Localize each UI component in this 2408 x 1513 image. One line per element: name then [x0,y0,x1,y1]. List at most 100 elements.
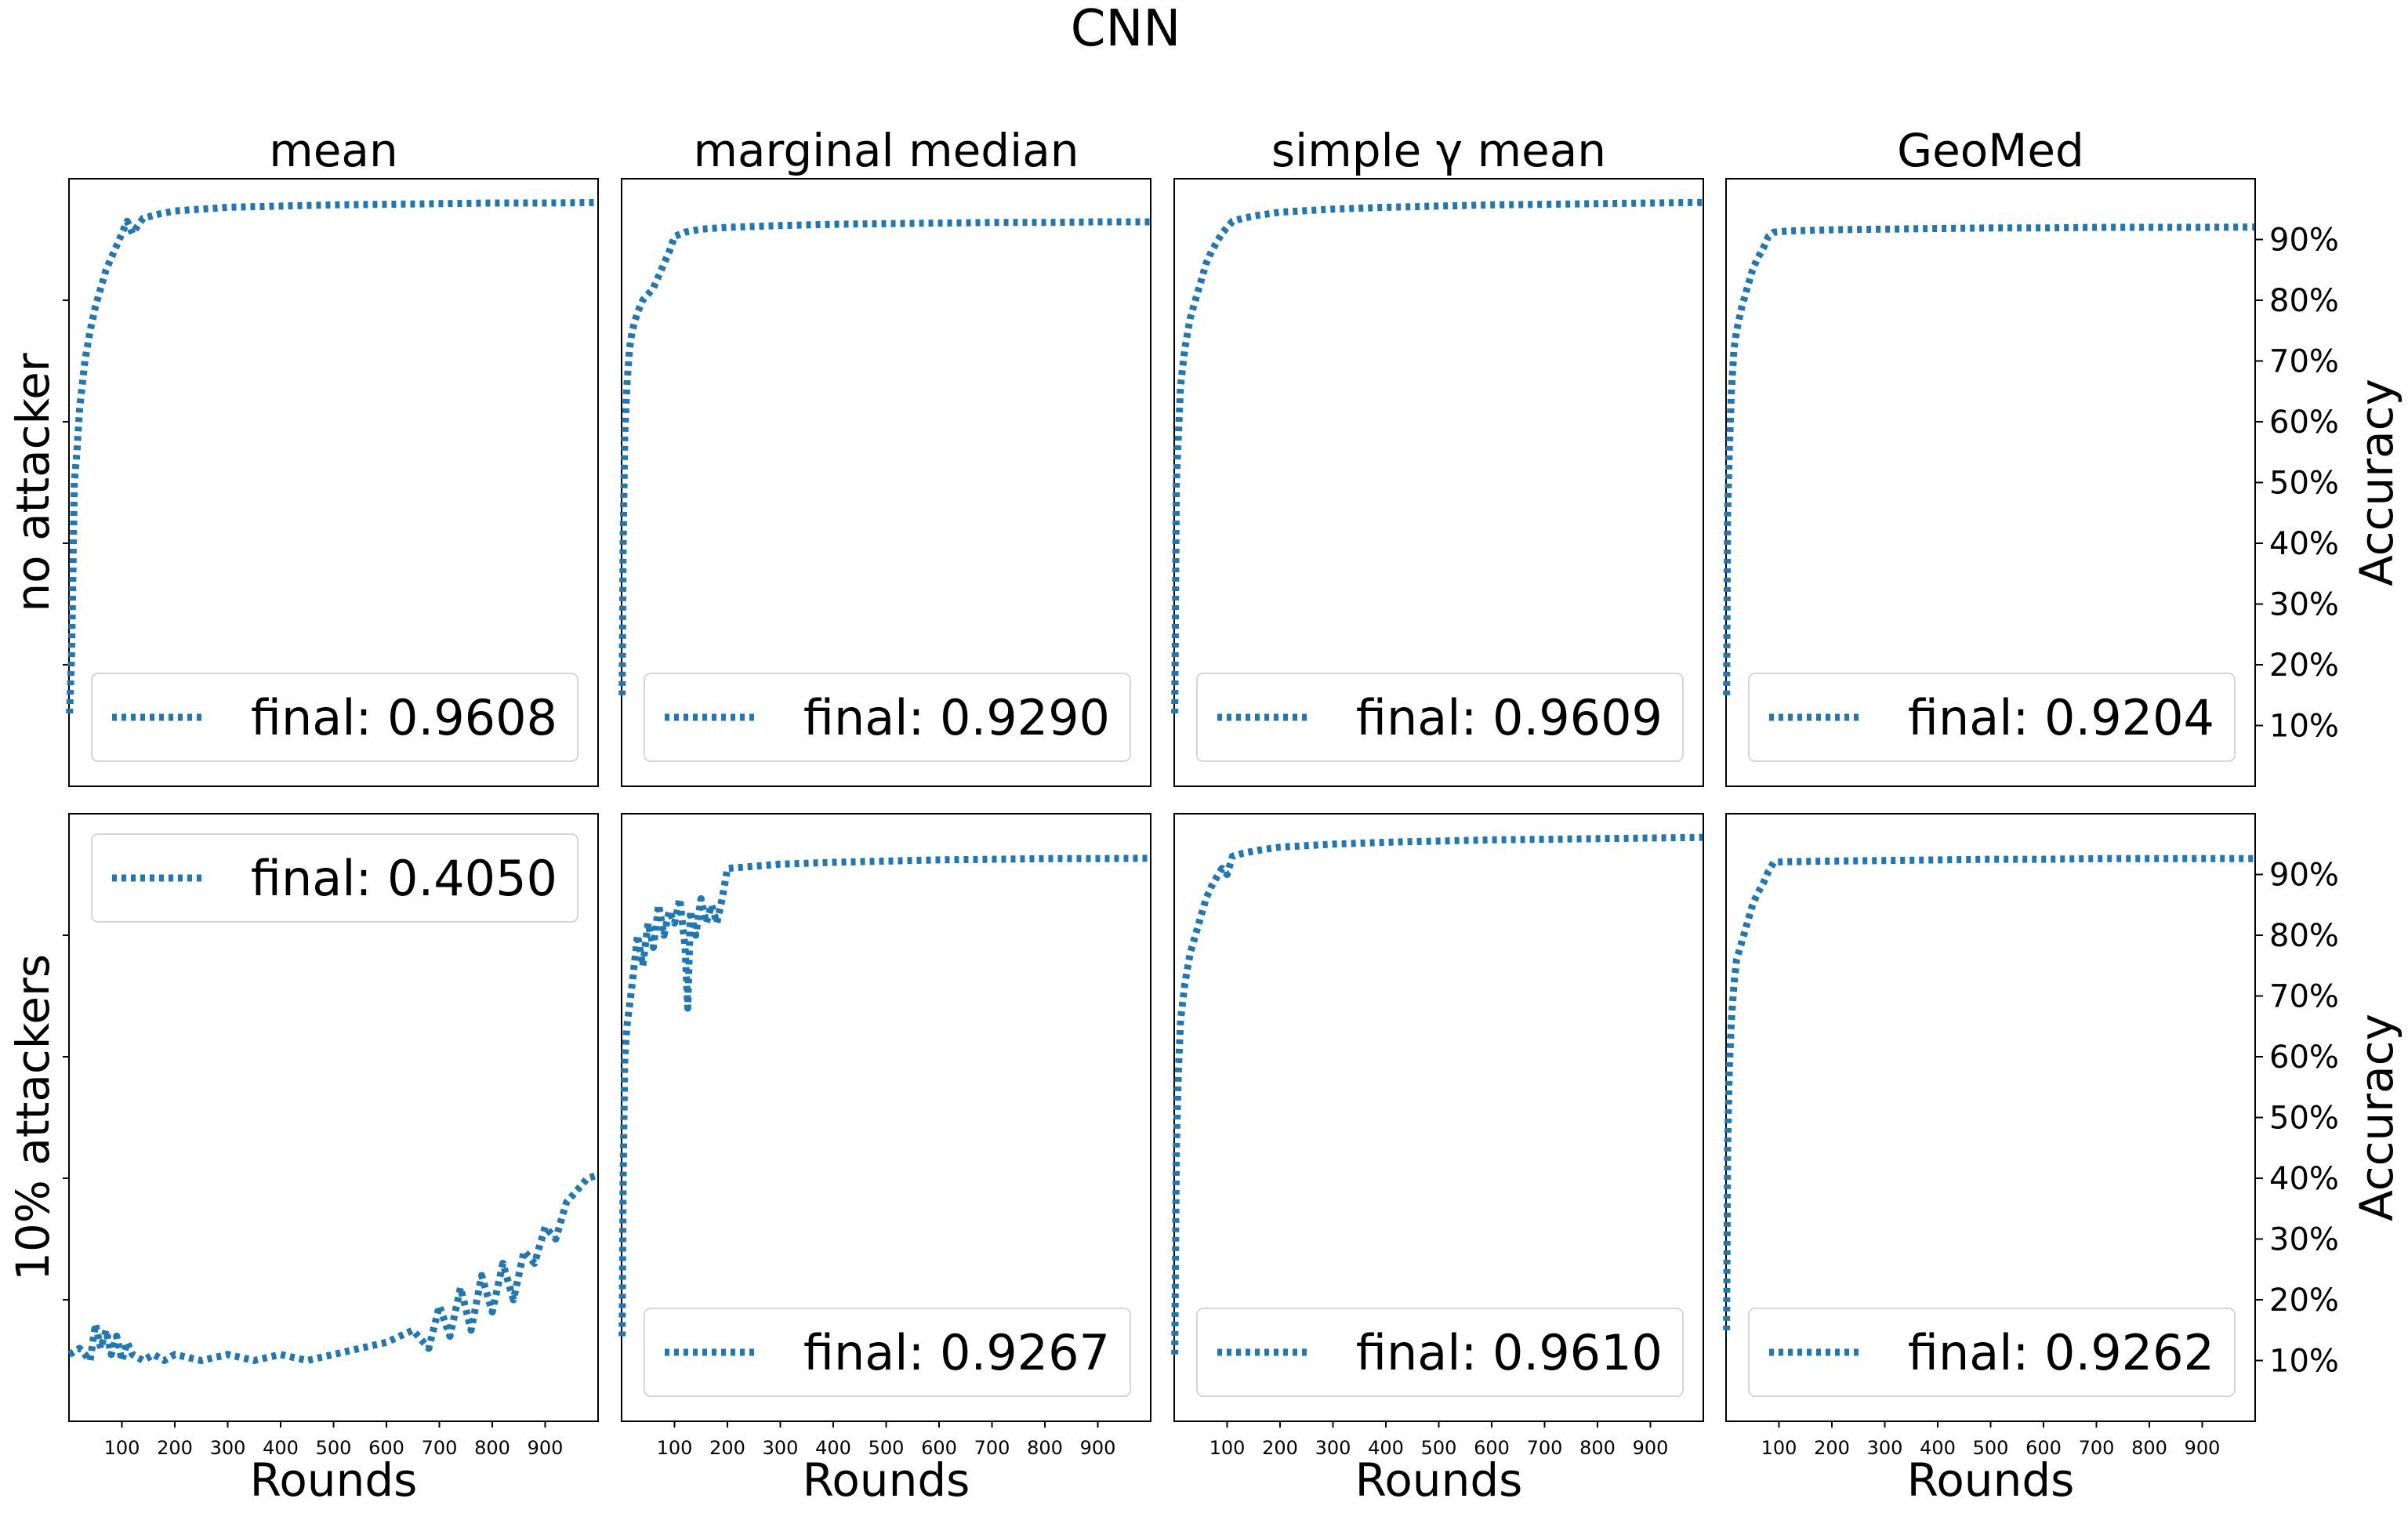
x-tick-label: 400 [815,1437,851,1459]
x-tick-label: 500 [1421,1437,1457,1459]
legend-label: final: 0.9204 [1908,689,2214,746]
row-label: 10% attackers [6,954,60,1281]
axes-frame [68,178,599,787]
series-line [1171,198,1703,714]
legend-box [1748,673,2236,762]
x-tick-label: 400 [263,1437,299,1459]
legend-box [1196,673,1684,762]
x-tick-label: 100 [1209,1437,1246,1459]
y-tick-label: 40% [2269,1161,2339,1197]
panel-r1-c2: 100 200 300 400 500 600 700 800 900 Rounds final: … [1171,813,1704,1507]
legend-box [1748,1308,2236,1397]
y-tick-label: 90% [2269,223,2339,259]
legend-label: final: 0.4050 [251,850,557,907]
legend-label: final: 0.9290 [803,689,1110,746]
y-tick-label: 10% [2269,709,2339,745]
y-tick-label: 80% [2269,918,2339,954]
legend-box [1196,1308,1684,1397]
y-tick-label: 30% [2269,587,2339,623]
x-axis-label: Rounds [1355,1453,1523,1507]
x-tick-label: 500 [869,1437,905,1459]
x-tick-label: 200 [1262,1437,1298,1459]
series-line [1723,223,2255,695]
legend-box [644,673,1131,762]
y-axis-label: Accuracy [2350,379,2403,586]
x-tick-label: 900 [1080,1437,1116,1459]
x-tick-label: 200 [709,1437,745,1459]
series-line [67,1171,599,1364]
legend-box [91,673,578,762]
y-tick-label: 20% [2269,648,2339,684]
panel-r0-c3: GeoMed 10% 20% 30% 40% 50% 60% 70% 80% 90% Accurac… [1723,124,2403,787]
y-tick-label: 70% [2269,344,2339,380]
series-line [1723,854,2255,1330]
y-tick-label: 80% [2269,283,2339,319]
x-tick-label: 100 [657,1437,693,1459]
series-line [618,218,1151,695]
y-tick-label: 20% [2269,1283,2339,1319]
panel-r0-c1: marginal median final: 0.9290 [618,124,1151,787]
axes-frame [1173,178,1704,787]
x-axis-label: Rounds [250,1453,418,1507]
panel-r1-c0: 100 200 300 400 500 600 700 800 900 Rounds 10% att… [6,813,599,1507]
y-tick-label: 90% [2269,858,2339,894]
y-tick-label: 50% [2269,466,2339,502]
legend-label: final: 0.9609 [1356,689,1663,746]
x-tick-label: 800 [1027,1437,1063,1459]
series-line [1171,833,1703,1355]
panel-r1-c3: 100 200 300 400 500 600 700 800 900 Rounds 10% 20% 3… [1723,813,2403,1507]
x-tick-label: 600 [921,1437,957,1459]
x-tick-label: 700 [2079,1437,2115,1459]
x-tick-label: 200 [1814,1437,1850,1459]
x-tick-label: 200 [157,1437,193,1459]
legend-label: final: 0.9610 [1356,1324,1663,1381]
series-line [66,198,598,714]
column-title: simple γ mean [1271,124,1606,177]
series-line [618,854,1151,1337]
column-title: mean [269,124,397,177]
x-tick-label: 600 [1474,1437,1510,1459]
y-tick-label: 70% [2269,979,2339,1015]
x-tick-label: 500 [316,1437,352,1459]
x-tick-label: 800 [2131,1437,2167,1459]
y-tick-label: 10% [2269,1344,2339,1380]
x-tick-label: 400 [1368,1437,1404,1459]
x-tick-label: 500 [1973,1437,2009,1459]
x-tick-label: 900 [1633,1437,1669,1459]
x-tick-label: 400 [1920,1437,1956,1459]
panel-r0-c2: simple γ mean final: 0.9609 [1171,124,1704,787]
x-tick-label: 700 [974,1437,1010,1459]
x-axis-label: Rounds [1907,1453,2075,1507]
x-tick-label: 900 [528,1437,564,1459]
x-tick-label: 600 [368,1437,404,1459]
x-tick-label: 900 [2185,1437,2221,1459]
x-tick-label: 300 [763,1437,799,1459]
y-tick-label: 50% [2269,1101,2339,1137]
x-tick-label: 100 [1761,1437,1797,1459]
y-tick-label: 40% [2269,526,2339,562]
row-label: no attacker [6,353,60,611]
panel-r0-c0: mean no attacker final: 0.9608 [6,124,599,787]
legend-label: final: 0.9267 [803,1324,1110,1381]
x-tick-label: 800 [1579,1437,1616,1459]
column-title: GeoMed [1897,124,2084,177]
legend-label: final: 0.9262 [1908,1324,2214,1381]
x-tick-label: 300 [1315,1437,1351,1459]
figure-title: CNN [1071,0,1180,58]
x-axis-label: Rounds [803,1453,970,1507]
legend-label: final: 0.9608 [251,689,557,746]
axes-frame [621,178,1151,787]
x-tick-label: 700 [422,1437,458,1459]
y-tick-label: 60% [2269,405,2339,441]
x-tick-label: 300 [1867,1437,1903,1459]
y-tick-label: 60% [2269,1040,2339,1076]
panel-r1-c1: 100 200 300 400 500 600 700 800 900 Rounds final: … [618,813,1151,1507]
x-tick-label: 300 [210,1437,246,1459]
x-tick-label: 100 [104,1437,140,1459]
legend-box [91,833,578,923]
legend-box [644,1308,1131,1397]
column-title: marginal median [693,124,1079,177]
y-axis-label: Accuracy [2350,1014,2403,1221]
